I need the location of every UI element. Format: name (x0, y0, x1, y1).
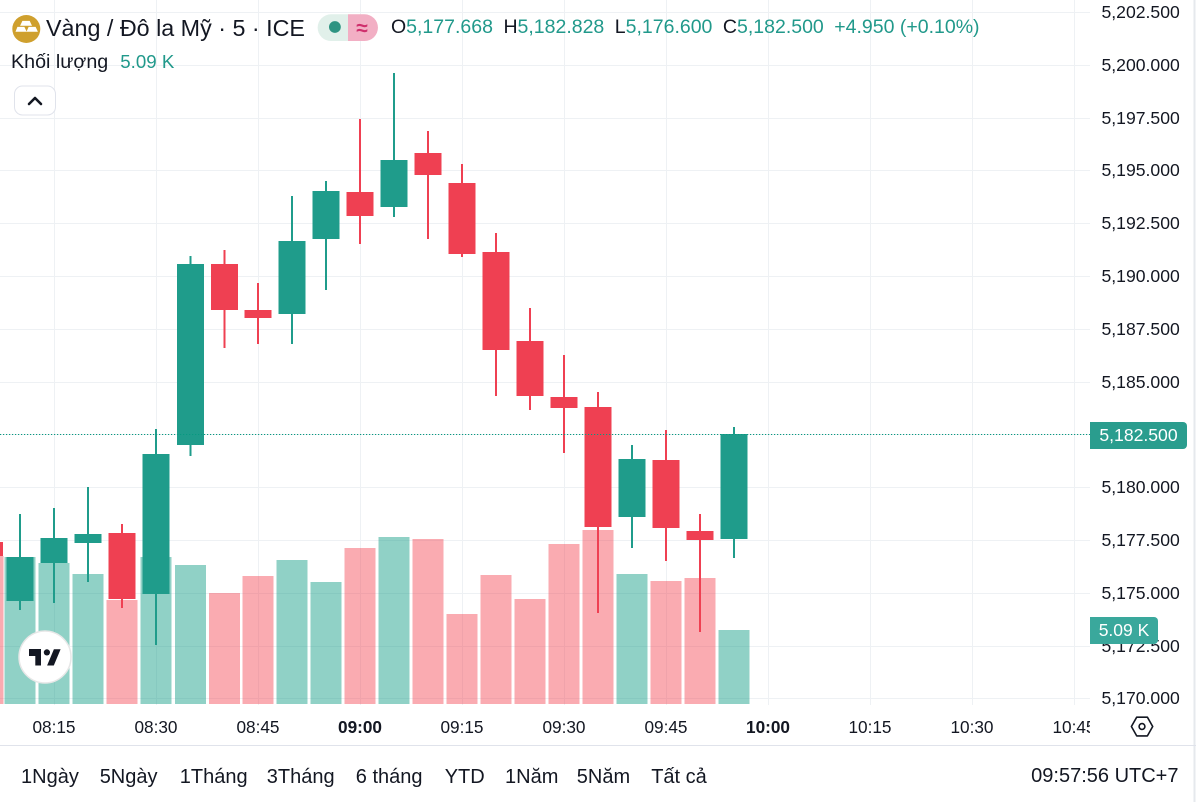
svg-text:≈: ≈ (356, 17, 368, 40)
